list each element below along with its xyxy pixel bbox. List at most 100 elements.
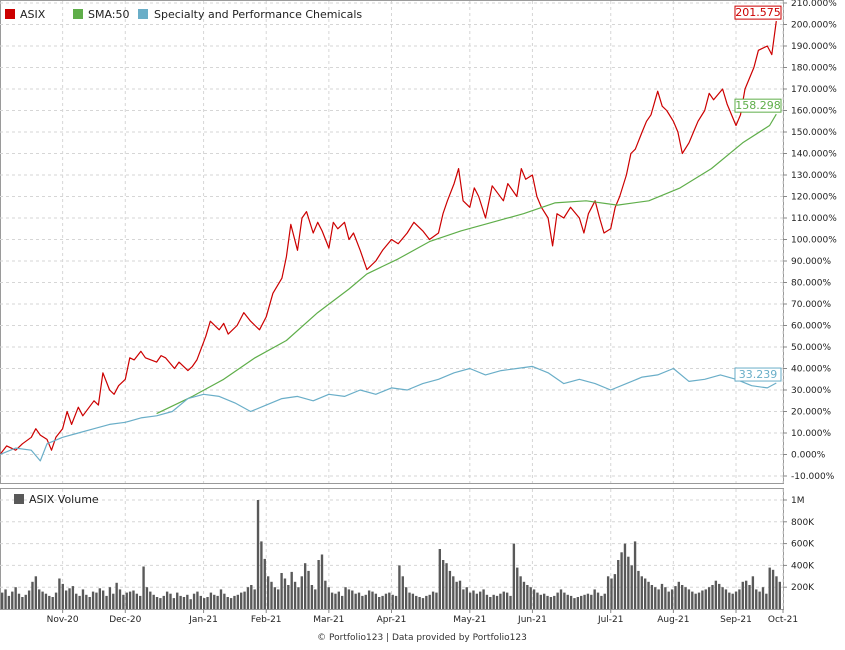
volume-bar bbox=[509, 595, 512, 609]
volume-bar bbox=[768, 567, 771, 609]
volume-bar bbox=[388, 592, 391, 609]
price-ytick-label: 90.000% bbox=[791, 257, 831, 267]
volume-bar bbox=[287, 585, 290, 609]
volume-bar bbox=[573, 598, 576, 609]
volume-bar bbox=[714, 580, 718, 609]
series-end-labels: 201.575 158.298 33.239 bbox=[734, 5, 782, 382]
volume-bar bbox=[216, 595, 219, 609]
volume-bar bbox=[718, 583, 721, 609]
xtick-label: Nov-20 bbox=[47, 615, 79, 625]
volume-bar bbox=[701, 590, 704, 609]
volume-bar bbox=[596, 592, 600, 609]
price-ytick-label: 200.000% bbox=[791, 21, 837, 31]
xtick-label: Jul-21 bbox=[597, 615, 624, 625]
volume-bar bbox=[347, 589, 351, 609]
volume-bar bbox=[179, 595, 182, 609]
volume-bar bbox=[519, 576, 522, 609]
xtick-label: Mar-21 bbox=[313, 615, 344, 625]
legend-label-sector: Specialty and Performance Chemicals bbox=[154, 8, 362, 21]
volume-bar bbox=[761, 587, 765, 609]
volume-bar bbox=[583, 594, 586, 609]
volume-bar bbox=[307, 570, 310, 609]
volume-bar bbox=[539, 594, 542, 609]
volume-bar bbox=[613, 574, 617, 609]
volume-bar bbox=[54, 592, 58, 609]
volume-legend: ASIX Volume bbox=[14, 493, 99, 506]
volume-bar bbox=[677, 581, 681, 610]
xtick-label: Oct-21 bbox=[768, 615, 798, 625]
volume-bar bbox=[240, 592, 243, 609]
volume-bar bbox=[122, 594, 125, 609]
volume-bar bbox=[128, 591, 132, 609]
volume-bar bbox=[246, 587, 250, 609]
volume-bar bbox=[468, 592, 472, 609]
volume-bar bbox=[21, 597, 24, 609]
volume-bar bbox=[681, 585, 684, 609]
xtick-label: Sep-21 bbox=[720, 615, 752, 625]
volume-bar bbox=[640, 576, 643, 609]
volume-bar bbox=[418, 597, 421, 609]
volume-bar bbox=[707, 587, 711, 609]
xtick-label: Jun-21 bbox=[517, 615, 547, 625]
volume-bar bbox=[479, 591, 482, 609]
volume-bar bbox=[586, 593, 590, 609]
volume-bar bbox=[627, 556, 630, 609]
price-y-axis: -10.000% 0.000% 10.000% 20.000% 30.000% 40.00… bbox=[783, 0, 837, 482]
volume-bar bbox=[118, 589, 122, 609]
volume-bar bbox=[91, 591, 95, 609]
volume-bar bbox=[670, 589, 674, 609]
xtick-label: Aug-21 bbox=[657, 615, 689, 625]
volume-bar bbox=[657, 589, 660, 609]
price-ytick-label: 0.000% bbox=[791, 451, 826, 461]
volume-bar bbox=[71, 586, 75, 609]
price-ytick-label: 160.000% bbox=[791, 107, 837, 117]
volume-bar bbox=[135, 593, 139, 609]
volume-bar bbox=[186, 594, 189, 609]
volume-bar bbox=[775, 576, 778, 609]
price-ytick-label: 60.000% bbox=[791, 322, 831, 332]
volume-bar bbox=[112, 593, 115, 609]
volume-bar bbox=[223, 593, 226, 609]
volume-bar bbox=[566, 594, 569, 609]
xtick-label: Feb-21 bbox=[251, 615, 282, 625]
volume-bar bbox=[226, 597, 229, 609]
volume-bar bbox=[536, 592, 539, 609]
volume-ytick-label: 200K bbox=[791, 583, 815, 593]
volume-bar bbox=[176, 592, 179, 609]
volume-bar bbox=[280, 573, 283, 609]
volume-bar bbox=[260, 541, 263, 609]
volume-bar bbox=[408, 592, 411, 609]
end-label-sma50-line: 158.298 bbox=[734, 98, 782, 113]
volume-bar bbox=[529, 587, 532, 609]
xtick-label: Apr-21 bbox=[377, 615, 407, 625]
volume-bar bbox=[229, 598, 233, 609]
volume-bar bbox=[341, 595, 344, 609]
volume-bar bbox=[314, 589, 317, 609]
volume-bar bbox=[169, 593, 172, 609]
xtick-label: Dec-20 bbox=[109, 615, 141, 625]
volume-bar bbox=[532, 589, 536, 609]
volume-bar bbox=[576, 597, 580, 609]
volume-bar bbox=[324, 580, 327, 609]
volume-bar bbox=[303, 563, 307, 609]
volume-bar bbox=[684, 587, 687, 609]
volume-bar bbox=[145, 587, 149, 609]
volume-gridlines bbox=[0, 489, 784, 609]
volume-bar bbox=[357, 592, 361, 609]
price-ytick-label: 180.000% bbox=[791, 64, 837, 74]
volume-bar bbox=[647, 581, 650, 610]
end-label-box bbox=[734, 98, 782, 113]
volume-bar bbox=[374, 593, 378, 609]
volume-bar bbox=[273, 587, 277, 609]
volume-bar bbox=[277, 589, 280, 609]
volume-bar bbox=[492, 594, 495, 609]
volume-bar bbox=[620, 552, 623, 609]
volume-bar bbox=[64, 590, 68, 609]
volume-bar bbox=[428, 594, 431, 609]
volume-legend-swatch bbox=[14, 494, 24, 504]
volume-ytick-label: 800K bbox=[791, 518, 815, 528]
volume-bar bbox=[697, 592, 701, 609]
volume-bar bbox=[448, 570, 452, 609]
volume-bar bbox=[411, 593, 415, 609]
volume-ytick-label: 1M bbox=[791, 496, 805, 506]
